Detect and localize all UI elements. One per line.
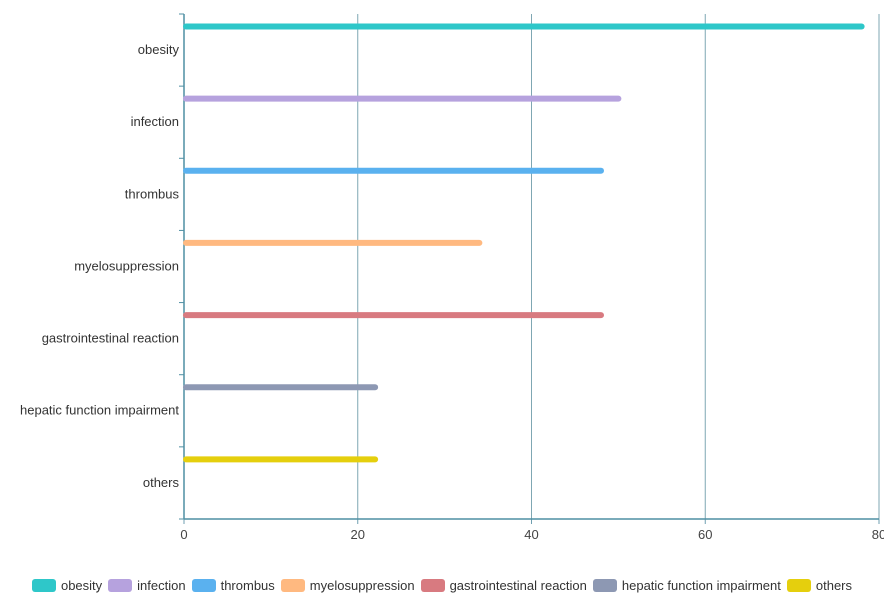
legend-swatch: [592, 579, 617, 592]
category-label: others: [143, 475, 180, 490]
category-label: obesity: [138, 42, 180, 57]
category-label: hepatic function impairment: [20, 403, 179, 418]
category-label: myelosuppression: [74, 258, 179, 273]
legend-item[interactable]: others: [786, 578, 853, 593]
legend-item[interactable]: hepatic function impairment: [592, 578, 781, 593]
legend-label: thrombus: [220, 578, 275, 593]
category-label: thrombus: [125, 186, 180, 201]
legend-label: others: [815, 578, 853, 593]
x-tick-label: 0: [180, 527, 187, 542]
legend-label: obesity: [60, 578, 103, 593]
legend-label: gastrointestinal reaction: [449, 578, 587, 593]
legend-item[interactable]: obesity: [31, 578, 103, 593]
legend-item[interactable]: gastrointestinal reaction: [420, 578, 587, 593]
legend-item[interactable]: thrombus: [191, 578, 275, 593]
category-label: gastrointestinal reaction: [42, 331, 179, 346]
legend-label: myelosuppression: [309, 578, 415, 593]
legend-swatch: [108, 579, 133, 592]
legend-swatch: [280, 579, 305, 592]
x-tick-label: 40: [524, 527, 538, 542]
legend-item[interactable]: myelosuppression: [280, 578, 415, 593]
x-tick-label: 80: [872, 527, 884, 542]
legend-swatch: [786, 579, 811, 592]
x-tick-label: 60: [698, 527, 712, 542]
legend-label: hepatic function impairment: [621, 578, 781, 593]
legend-swatch: [191, 579, 216, 592]
category-labels: obesity infection thrombus myelosuppression…: [20, 42, 179, 490]
x-tick-label: 20: [351, 527, 365, 542]
legend-swatch: [420, 579, 445, 592]
legend-item[interactable]: infection: [108, 578, 186, 593]
grid-lines: [357, 14, 880, 519]
chart-legend: obesity infection thrombus myelosuppression…: [0, 578, 884, 593]
bars: [183, 23, 865, 463]
category-label: infection: [131, 114, 179, 129]
legend-label: infection: [137, 578, 186, 593]
legend-swatch: [31, 579, 56, 592]
